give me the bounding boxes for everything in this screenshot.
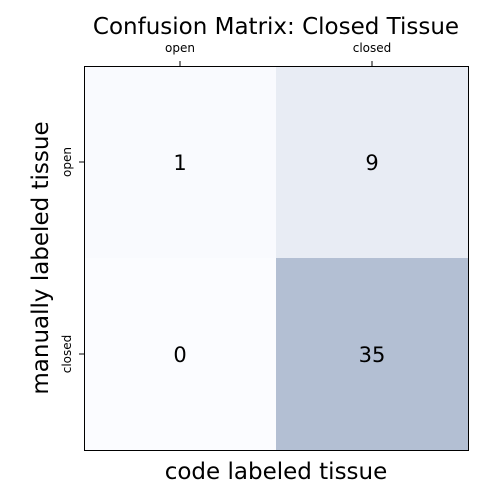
cell-value-label-1-1: 35	[359, 343, 386, 367]
x-tick-label-open: open	[165, 41, 195, 55]
y-axis-label: manually labeled tissue	[28, 121, 54, 394]
heatmap-cells: 1 9 0 35	[84, 66, 468, 450]
cell-value-label-0-0: 1	[173, 151, 186, 175]
x-tick-label-closed: closed	[353, 41, 392, 55]
y-tick-label-closed: closed	[60, 335, 74, 374]
heatmap-cell-1-1	[276, 258, 468, 450]
y-ticks: open closed	[60, 147, 84, 373]
heatmap-cell-0-1	[276, 66, 468, 258]
x-axis-label: code labeled tissue	[165, 459, 388, 485]
heatmap-cell-0-0	[84, 66, 276, 258]
heatmap-cell-1-0	[84, 258, 276, 450]
x-ticks: open closed	[165, 41, 391, 66]
cell-value-label-1-0: 0	[173, 343, 186, 367]
y-tick-label-open: open	[60, 147, 74, 177]
chart-title: Confusion Matrix: Closed Tissue	[93, 14, 459, 40]
plot-frame	[84, 66, 469, 451]
cell-value-label-0-1: 9	[365, 151, 378, 175]
